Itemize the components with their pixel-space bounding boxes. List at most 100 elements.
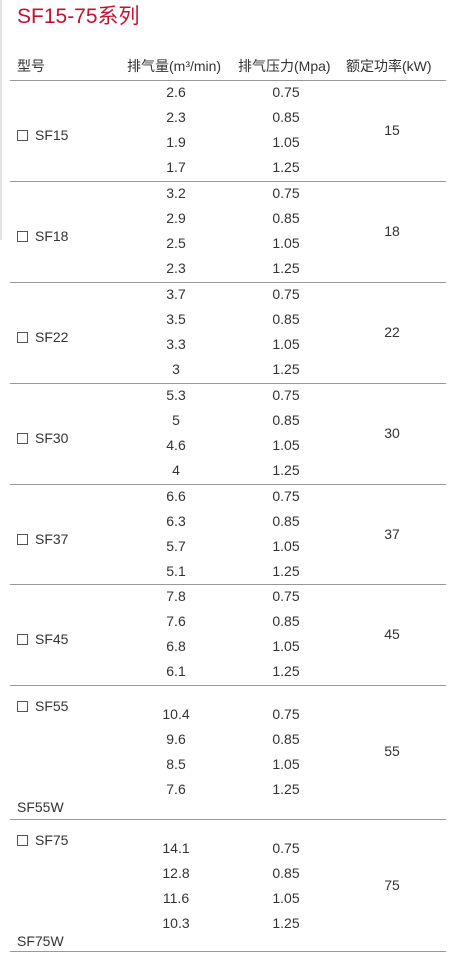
flow-cell: 7.6	[166, 613, 186, 629]
model-checkbox[interactable]	[17, 432, 28, 444]
model-option[interactable]: SF55	[17, 698, 68, 714]
flow-cell: 6.3	[166, 513, 186, 529]
pressure-cell: 0.85	[272, 210, 300, 226]
model-label: SF45	[35, 631, 69, 647]
model-checkbox[interactable]	[17, 533, 28, 545]
model-group: SF18 3.2 0.75 2.9 0.85 2.5 1.05 2.3 1.25 18	[0, 181, 452, 282]
header-pressure: 排气压力(Mpa)	[238, 58, 331, 74]
flow-cell: 4	[172, 462, 180, 478]
pressure-cell: 0.85	[272, 513, 300, 529]
header-model: 型号	[17, 58, 45, 74]
flow-cell: 2.3	[166, 109, 186, 125]
model-option[interactable]: SF45	[17, 631, 68, 647]
pressure-cell: 1.05	[272, 336, 300, 352]
flow-cell: 5.3	[166, 387, 186, 403]
model-option[interactable]: SF22	[17, 329, 68, 345]
pressure-cell: 1.05	[272, 638, 300, 654]
model-group: SF55 SF55W 10.4 0.75 9.6 0.85 8.5 1.05 7.6 1.25 55	[0, 685, 452, 819]
model-label: SF22	[35, 329, 69, 345]
model-checkbox[interactable]	[17, 230, 28, 242]
table-rule	[10, 181, 446, 182]
model-label: SF55	[35, 698, 69, 714]
model-checkbox[interactable]	[17, 700, 28, 712]
flow-cell: 3	[172, 361, 180, 377]
model-group: SF30 5.3 0.75 5 0.85 4.6 1.05 4 1.25 30	[0, 383, 452, 484]
flow-cell: 1.7	[166, 159, 186, 175]
flow-cell: 14.1	[162, 840, 190, 856]
table-rule	[10, 383, 446, 384]
pressure-cell: 0.85	[272, 412, 300, 428]
pressure-cell: 0.75	[272, 840, 300, 856]
sub-model-label: SF75W	[17, 933, 64, 949]
model-checkbox[interactable]	[17, 834, 28, 846]
pressure-cell: 0.75	[272, 185, 300, 201]
pressure-cell: 0.75	[272, 84, 300, 100]
model-label: SF15	[35, 127, 69, 143]
flow-cell: 2.9	[166, 210, 186, 226]
model-option[interactable]: SF18	[17, 228, 68, 244]
power-cell: 15	[384, 122, 400, 138]
model-group: SF15 2.6 0.75 2.3 0.85 1.9 1.05 1.7 1.25 15	[0, 80, 452, 181]
table-rule	[10, 282, 446, 283]
pressure-cell: 1.05	[272, 235, 300, 251]
model-option[interactable]: SF30	[17, 430, 68, 446]
model-checkbox[interactable]	[17, 331, 28, 343]
pressure-cell: 1.25	[272, 159, 300, 175]
model-option[interactable]: SF15	[17, 127, 68, 143]
model-option[interactable]: SF75	[17, 832, 68, 848]
flow-cell: 9.6	[166, 731, 186, 747]
model-label: SF18	[35, 228, 69, 244]
pressure-cell: 1.05	[272, 437, 300, 453]
flow-cell: 5.7	[166, 538, 186, 554]
model-label: SF37	[35, 531, 69, 547]
power-cell: 75	[384, 877, 400, 893]
flow-cell: 12.8	[162, 865, 190, 881]
flow-cell: 5.1	[166, 563, 186, 579]
pressure-cell: 0.75	[272, 387, 300, 403]
table-rule	[10, 584, 446, 585]
table-rule	[10, 685, 446, 686]
flow-cell: 1.9	[166, 134, 186, 150]
page-title: SF15-75系列	[17, 5, 140, 28]
pressure-cell: 0.85	[272, 311, 300, 327]
flow-cell: 3.2	[166, 185, 186, 201]
flow-cell: 2.3	[166, 260, 186, 276]
model-checkbox[interactable]	[17, 633, 28, 645]
table-rule	[10, 819, 446, 820]
pressure-cell: 1.05	[272, 538, 300, 554]
pressure-cell: 0.75	[272, 488, 300, 504]
pressure-cell: 1.25	[272, 563, 300, 579]
model-option[interactable]: SF37	[17, 531, 68, 547]
header-flow: 排气量(m³/min)	[127, 58, 222, 74]
left-accent-bar	[0, 0, 2, 240]
table-rule	[10, 80, 446, 81]
pressure-cell: 1.25	[272, 915, 300, 931]
flow-cell: 6.8	[166, 638, 186, 654]
flow-cell: 3.3	[166, 336, 186, 352]
pressure-cell: 0.85	[272, 731, 300, 747]
model-group: SF45 7.8 0.75 7.6 0.85 6.8 1.05 6.1 1.25 45	[0, 584, 452, 685]
flow-cell: 2.6	[166, 84, 186, 100]
model-label: SF75	[35, 832, 69, 848]
model-label: SF30	[35, 430, 69, 446]
table-header: 型号 排气量(m³/min) 排气压力(Mpa) 额定功率(kW)	[0, 52, 452, 80]
flow-cell: 7.6	[166, 781, 186, 797]
flow-cell: 11.6	[162, 890, 190, 906]
flow-cell: 10.4	[162, 706, 190, 722]
sub-model-label: SF55W	[17, 799, 64, 815]
pressure-cell: 0.75	[272, 286, 300, 302]
power-cell: 45	[384, 626, 400, 642]
pressure-cell: 1.05	[272, 890, 300, 906]
power-cell: 22	[384, 324, 400, 340]
flow-cell: 3.5	[166, 311, 186, 327]
pressure-cell: 0.75	[272, 588, 300, 604]
power-cell: 30	[384, 425, 400, 441]
pressure-cell: 1.25	[272, 781, 300, 797]
pressure-cell: 0.75	[272, 706, 300, 722]
model-checkbox[interactable]	[17, 129, 28, 141]
model-group: SF75 SF75W 14.1 0.75 12.8 0.85 11.6 1.05 10.3 1.2…	[0, 819, 452, 951]
pressure-cell: 1.25	[272, 663, 300, 679]
table-rule	[10, 951, 446, 952]
flow-cell: 6.1	[166, 663, 186, 679]
power-cell: 18	[384, 223, 400, 239]
